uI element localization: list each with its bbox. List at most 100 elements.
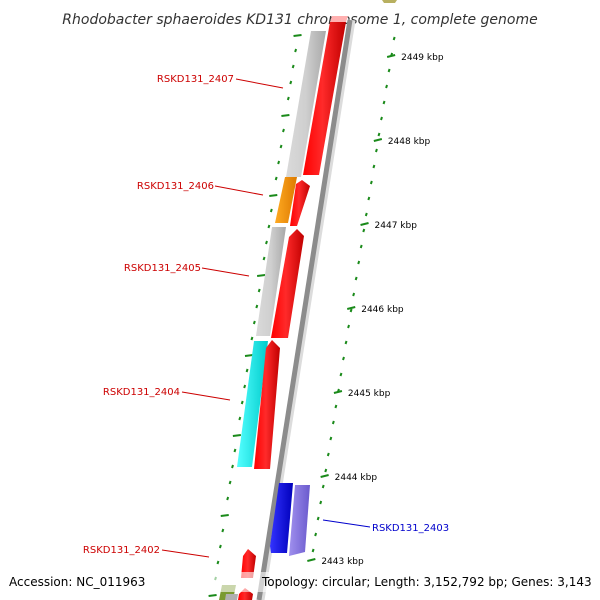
minor-tick — [392, 36, 396, 41]
map-title: Rhodobacter sphaeroides KD131 chromosome… — [62, 12, 537, 28]
scale-label: 2443 kbp — [321, 557, 364, 567]
gene-label-2402: RSKD131_2402 — [83, 545, 160, 556]
gene-label-2407: RSKD131_2407 — [157, 74, 234, 85]
minor-tick — [329, 436, 333, 441]
leader-line-2405 — [201, 267, 250, 277]
scale-label: 2449 kbp — [401, 53, 444, 63]
minor-tick — [372, 164, 376, 169]
inner-tick — [262, 256, 266, 261]
inner-tick — [228, 480, 232, 485]
minor-tick — [380, 116, 383, 121]
minor-tick — [382, 100, 386, 105]
minor-tick — [339, 372, 343, 377]
cds-2404 — [254, 340, 280, 469]
topology-text: Topology: circular; Length: 3,152,792 bp… — [261, 575, 592, 589]
minor-tick — [385, 84, 389, 89]
gene-labels: RSKD131_2407 RSKD131_2406 RSKD131_2405 R… — [83, 74, 449, 558]
cds-bottom — [238, 588, 253, 600]
minor-tick — [364, 212, 368, 217]
inner-tick — [279, 144, 283, 149]
inner-tick — [265, 240, 268, 245]
major-tick — [333, 390, 343, 394]
inner-tick — [231, 464, 234, 469]
major-tick — [386, 54, 396, 58]
gene-2405 — [256, 227, 286, 336]
inner-tick — [277, 160, 281, 165]
scale-label: 2446 kbp — [361, 305, 404, 315]
inner-tick — [238, 416, 242, 421]
inner-tick — [252, 320, 256, 325]
minor-tick — [316, 516, 320, 521]
leader-line-2406 — [214, 185, 264, 196]
minor-tick — [352, 292, 356, 297]
minor-tick — [331, 420, 335, 425]
gene-2407 — [286, 31, 326, 177]
top-gene-segment — [382, 0, 397, 3]
leader-line-2402 — [161, 549, 210, 558]
cds-2407 — [303, 22, 346, 175]
minor-tick — [334, 404, 338, 409]
minor-tick — [377, 132, 381, 137]
major-tick — [373, 138, 383, 142]
inner-tick — [245, 368, 249, 373]
gene-label-2403: RSKD131_2403 — [372, 523, 449, 534]
cds-2402 — [241, 549, 256, 578]
scale-label: 2445 kbp — [348, 389, 391, 399]
inner-tick — [208, 594, 217, 597]
inner-tick — [257, 274, 266, 277]
inner-tick — [257, 288, 261, 293]
gene-label-2404: RSKD131_2404 — [103, 387, 180, 398]
cds-2405 — [271, 229, 304, 338]
inner-tick — [255, 304, 259, 309]
minor-tick — [326, 452, 330, 457]
major-tick — [346, 306, 356, 310]
gene-2404 — [237, 341, 268, 467]
inner-tick — [294, 48, 298, 53]
minor-tick — [374, 148, 378, 153]
minor-tick — [311, 548, 315, 553]
inner-tick — [218, 544, 222, 549]
scale-label: 2448 kbp — [388, 137, 431, 147]
minor-tick — [362, 228, 366, 233]
minor-tick — [357, 260, 361, 265]
major-tick — [320, 474, 329, 478]
inner-tick — [267, 224, 271, 229]
leader-line-2403 — [322, 519, 371, 528]
minor-tick — [344, 340, 348, 345]
inner-tick — [286, 96, 290, 101]
inner-tick — [216, 560, 220, 565]
cds-2406 — [290, 180, 310, 226]
gene-label-2405: RSKD131_2405 — [124, 263, 201, 274]
minor-tick — [387, 68, 391, 73]
inner-tick — [250, 336, 254, 341]
minor-tick — [354, 276, 358, 281]
accession-text: Accession: NC_011963 — [9, 575, 145, 589]
inner-tick — [221, 528, 225, 533]
inner-tick — [293, 34, 302, 37]
gene-label-2406: RSKD131_2406 — [137, 181, 214, 192]
minor-tick — [319, 500, 323, 505]
minor-tick — [359, 244, 363, 249]
gene-2403-b — [289, 485, 310, 556]
scale-label: 2444 kbp — [335, 473, 378, 483]
minor-tick — [367, 196, 371, 201]
gene-bottom-grey — [225, 594, 238, 600]
cds-track — [238, 16, 348, 600]
minor-tick — [369, 180, 373, 185]
inner-tick-ring — [208, 34, 302, 597]
leader-line-2407 — [235, 78, 284, 89]
inner-tick — [289, 80, 293, 85]
gene-track — [219, 31, 326, 600]
minor-tick — [324, 468, 328, 473]
inner-tick — [281, 114, 290, 117]
inner-tick — [274, 176, 278, 181]
inner-tick — [226, 496, 230, 501]
major-tick — [360, 222, 369, 226]
inner-tick — [282, 128, 285, 133]
inner-tick — [240, 400, 244, 405]
scale-labels: 2449 kbp 2448 kbp 2447 kbp 2446 kbp 2445 kbp… — [321, 53, 443, 567]
minor-tick — [314, 532, 318, 537]
gene-2403-a — [270, 483, 293, 553]
inner-tick — [291, 64, 295, 69]
